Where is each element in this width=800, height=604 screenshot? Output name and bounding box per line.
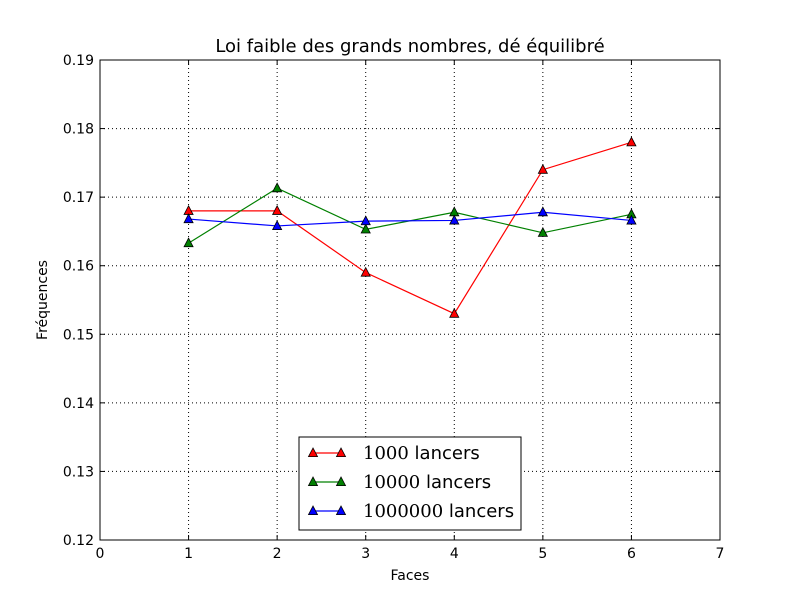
data-point-marker xyxy=(360,266,371,277)
legend-label: 10000 lancers xyxy=(363,472,491,493)
y-tick-label: 0.17 xyxy=(63,190,94,206)
x-axis-label: Faces xyxy=(391,568,430,584)
y-tick-label: 0.13 xyxy=(63,464,94,480)
legend-label-number: 1000000 xyxy=(363,501,443,522)
legend-label-suffix: lancers xyxy=(443,501,514,522)
data-point-marker xyxy=(537,226,549,237)
y-axis-label: Fréquences xyxy=(35,260,51,340)
legend-marker xyxy=(307,505,319,515)
data-point-marker xyxy=(537,206,549,217)
data-point-marker xyxy=(183,237,194,248)
data-point-marker xyxy=(626,136,637,147)
data-point-marker xyxy=(183,204,194,215)
x-tick-label: 2 xyxy=(273,546,282,562)
data-point-marker xyxy=(626,214,637,225)
data-point-marker xyxy=(271,220,283,230)
data-point-marker xyxy=(449,214,460,225)
legend-marker xyxy=(307,447,319,458)
legend-marker xyxy=(335,505,347,515)
legend-marker xyxy=(335,447,347,458)
y-tick-label: 0.12 xyxy=(63,533,94,549)
legend-label-suffix: lancers xyxy=(420,472,491,493)
legend-marker xyxy=(335,476,347,487)
x-tick-label: 1 xyxy=(184,546,193,562)
series-line xyxy=(188,187,632,244)
data-point-marker xyxy=(537,163,549,174)
legend-label-number: 1000 xyxy=(363,443,409,464)
legend-label: 1000 lancers xyxy=(363,443,480,464)
series-1000 xyxy=(183,136,637,318)
label-layer: Loi faible des grands nombres, dé équili… xyxy=(35,36,605,584)
x-tick-label: 7 xyxy=(716,546,725,562)
chart-title: Loi faible des grands nombres, dé équili… xyxy=(215,36,604,57)
tick-layer: 0 1 2 3 4 5 6 7 0.12 0.13 0.14 0.15 0.16 0.17 0.18 0.19 xyxy=(63,53,725,562)
x-tick-label: 6 xyxy=(627,546,636,562)
series-line xyxy=(188,211,632,227)
data-point-marker xyxy=(183,213,194,224)
x-tick-label: 0 xyxy=(96,546,105,562)
x-tick-label: 3 xyxy=(361,546,370,562)
series-line xyxy=(188,141,632,315)
axes-frame xyxy=(99,59,721,541)
y-tick-label: 0.16 xyxy=(63,259,94,275)
data-point-marker xyxy=(360,215,371,226)
legend-label: 1000000 lancers xyxy=(363,501,514,522)
legend-marker xyxy=(307,476,319,487)
legend-item: 1000000 lancers xyxy=(307,501,514,522)
legend-item: 10000 lancers xyxy=(307,472,491,493)
data-point-marker xyxy=(449,206,460,217)
data-point-marker xyxy=(360,223,371,234)
legend-label-suffix: lancers xyxy=(409,443,480,464)
series-1000000 xyxy=(183,206,637,230)
y-tick-label: 0.19 xyxy=(63,53,94,69)
data-point-marker xyxy=(271,204,283,215)
legend-item: 1000 lancers xyxy=(307,443,480,464)
y-tick-label: 0.15 xyxy=(63,327,94,343)
x-tick-label: 5 xyxy=(538,546,547,562)
y-tick-label: 0.18 xyxy=(63,122,94,138)
y-tick-label: 0.14 xyxy=(63,396,94,412)
series-layer xyxy=(183,136,637,318)
data-point-marker xyxy=(449,307,460,318)
data-point-marker xyxy=(271,182,283,193)
legend-label-number: 10000 xyxy=(363,472,420,493)
x-tick-label: 4 xyxy=(450,546,459,562)
